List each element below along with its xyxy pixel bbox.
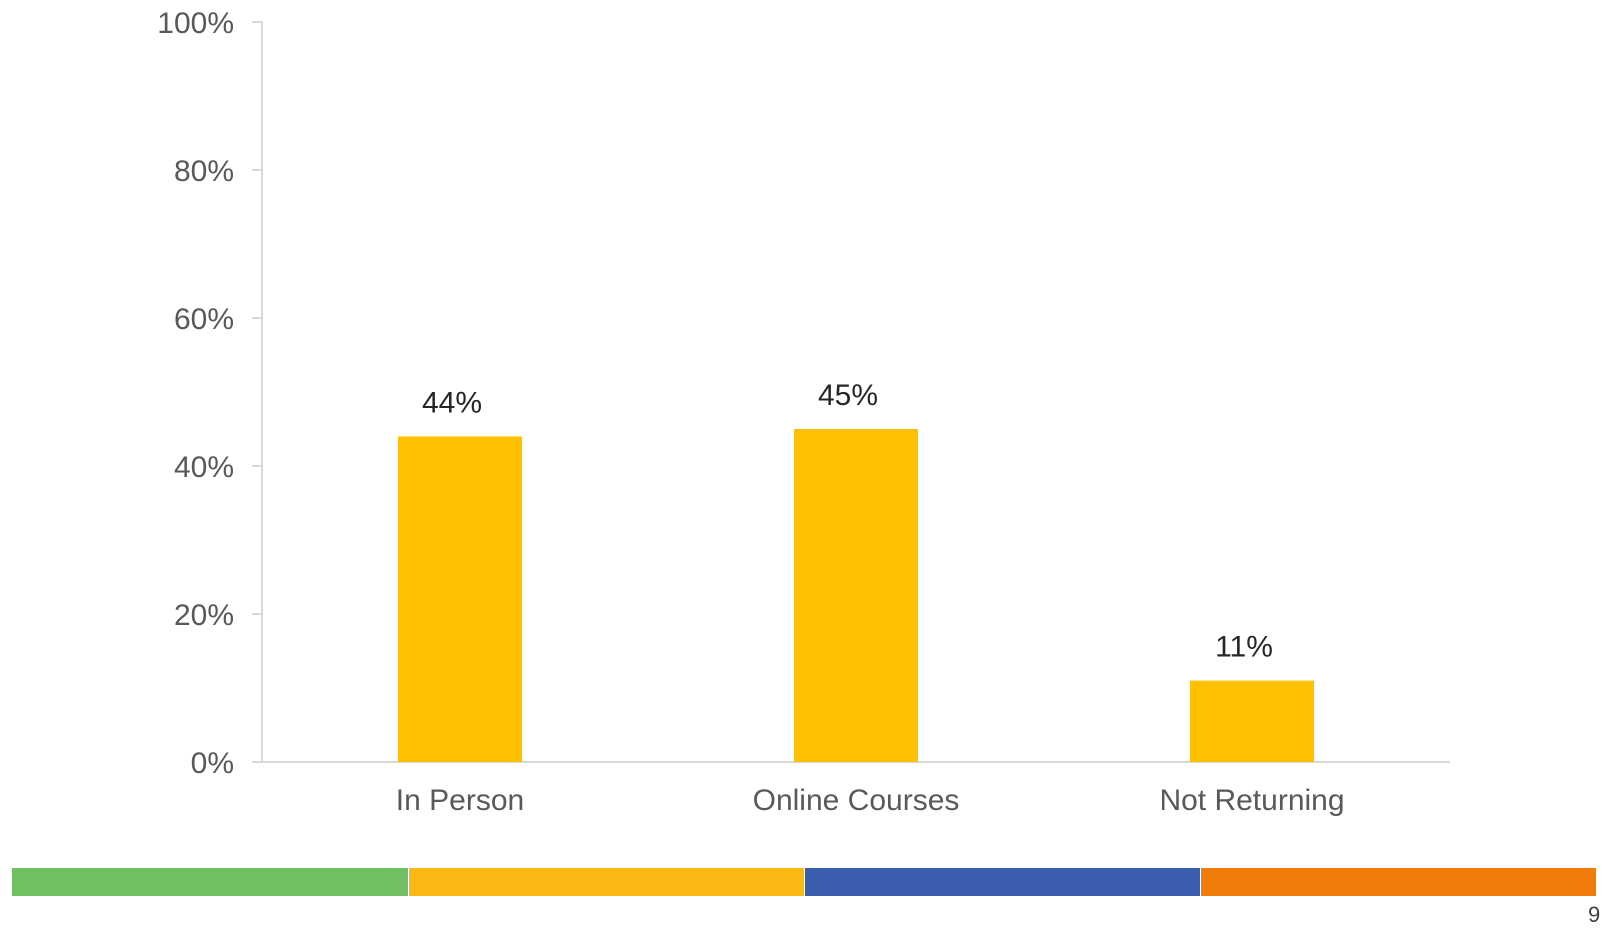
y-tick-label: 80%: [174, 155, 234, 188]
footer-stripe-segment: [409, 868, 804, 896]
footer-stripe-segment: [1201, 868, 1596, 896]
y-tick-label: 100%: [157, 7, 234, 40]
x-category-label: In Person: [396, 784, 524, 817]
category-labels-group: In Person Online Courses Not Returning: [396, 784, 1345, 817]
y-tick-label: 40%: [174, 451, 234, 484]
bar-data-label: 44%: [422, 386, 482, 419]
y-tick-label: 20%: [174, 599, 234, 632]
x-category-label: Not Returning: [1159, 784, 1344, 817]
footer-stripe-segment: [805, 868, 1200, 896]
x-category-label: Online Courses: [753, 784, 960, 817]
footer-stripe-segment: [12, 868, 408, 896]
bar: [1190, 680, 1314, 762]
bar-data-label: 45%: [818, 379, 878, 412]
bars-group: [398, 429, 1314, 762]
bar: [398, 436, 522, 762]
y-axis-ticks: 0% 20% 40% 60% 80% 100%: [157, 7, 262, 780]
bar: [794, 429, 918, 762]
y-tick-label: 60%: [174, 303, 234, 336]
bar-data-label: 11%: [1215, 631, 1273, 664]
data-labels-group: 44% 45% 11%: [422, 379, 1273, 664]
y-tick-label: 0%: [191, 747, 234, 780]
page-number: 9: [1588, 902, 1601, 927]
